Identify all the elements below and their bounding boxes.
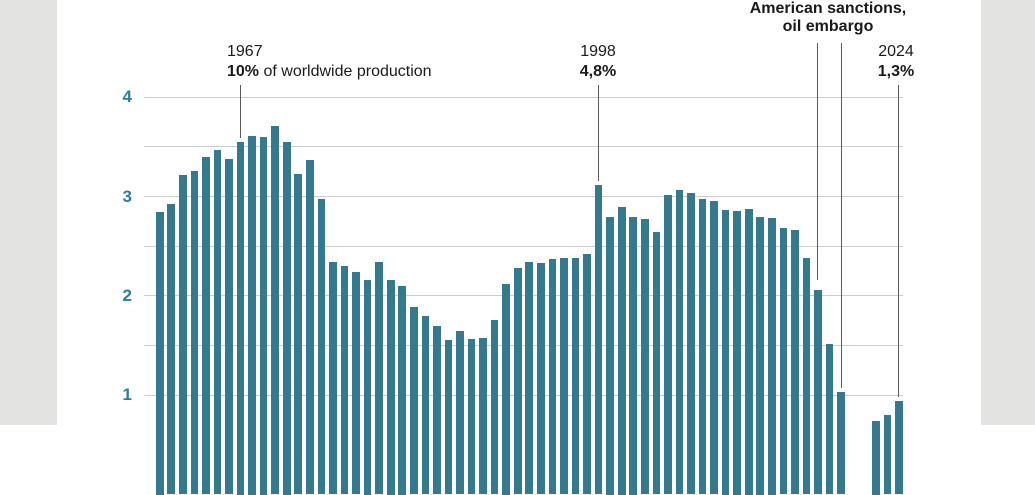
annotation-2024-pointer-line: [898, 85, 899, 397]
y-axis-label-3: 3: [122, 186, 132, 206]
y-axis-label-2: 2: [122, 285, 132, 305]
bar-1960: [155, 211, 164, 495]
bar-2023: [883, 415, 892, 495]
bar-1970: [271, 126, 280, 495]
bar-1968: [248, 136, 256, 495]
annotation-2024-year: 2024: [878, 43, 914, 60]
annotation-1967: 1967 10% of worldwide production: [227, 42, 432, 82]
bar-2009: [721, 209, 730, 495]
bar-1969: [259, 137, 268, 495]
annotation-1967-pointer-line: [240, 85, 241, 138]
bar-1983: [421, 315, 430, 495]
bar-2006: [687, 192, 695, 495]
annotation-2024-value: 1,3%: [877, 63, 915, 80]
annotation-1998-value: 4,8%: [579, 63, 617, 80]
annotation-1998-pointer-line: [598, 85, 599, 181]
annotation-1967-value: 10% of worldwide production: [227, 63, 432, 80]
gridline-1.5: [144, 345, 903, 347]
bar-1962: [178, 174, 187, 495]
y-axis-label-1: 1: [122, 385, 132, 405]
bar-1978: [363, 280, 372, 495]
bar-2002: [640, 219, 649, 495]
gridline-3.5: [144, 146, 903, 148]
bar-2014: [779, 228, 788, 495]
bar-1980: [386, 280, 395, 495]
annotation-sanctions: American sanctions, oil embargo: [708, 0, 948, 36]
bar-1990: [502, 284, 511, 495]
annotation-sanctions-pointer-line-2017: [817, 43, 818, 280]
bar-1974: [317, 198, 326, 495]
bar-1987: [467, 338, 476, 495]
right-margin-band: [981, 0, 1035, 425]
bar-2001: [629, 216, 638, 495]
bar-1992: [525, 262, 534, 495]
bar-2015: [791, 230, 799, 495]
bar-1985: [444, 339, 453, 495]
bar-1993: [537, 263, 545, 495]
bar-1965: [213, 149, 222, 495]
bar-2005: [675, 189, 684, 495]
bar-2019: [837, 392, 845, 495]
bar-2011: [744, 208, 753, 495]
bar-1982: [409, 306, 418, 495]
bar-1975: [329, 262, 337, 495]
bar-1966: [225, 158, 233, 495]
annotation-sanctions-line1: American sanctions,: [749, 0, 907, 17]
bar-2013: [768, 217, 776, 495]
annotation-1967-year: 1967: [227, 43, 263, 60]
bar-2007: [698, 198, 707, 495]
annotation-1998: 1998 4,8%: [478, 42, 718, 82]
bar-2024: [895, 401, 903, 495]
bar-1996: [571, 258, 580, 495]
bar-2004: [664, 194, 672, 495]
bar-1986: [456, 330, 464, 495]
bar-2008: [710, 200, 718, 495]
bar-1989: [490, 319, 499, 495]
bar-2010: [733, 210, 742, 495]
bar-1995: [560, 258, 568, 495]
bar-1963: [190, 170, 199, 495]
left-margin-band: [0, 0, 57, 425]
gridline-3: [144, 196, 903, 198]
bar-1973: [306, 159, 314, 495]
gridline-4: [144, 96, 903, 98]
annotation-1998-year: 1998: [580, 43, 616, 60]
gridline-2: [144, 295, 903, 297]
bar-2000: [617, 206, 626, 495]
bar-1999: [606, 216, 614, 495]
annotation-sanctions-pointer-line-2019: [841, 43, 842, 388]
bar-1976: [340, 266, 349, 495]
bar-2018: [825, 343, 834, 495]
bar-1998: [594, 184, 603, 495]
annotation-sanctions-line2: oil embargo: [782, 18, 874, 35]
bar-2017: [814, 289, 822, 495]
bar-2003: [652, 232, 661, 495]
bar-2012: [756, 216, 765, 495]
bar-1981: [398, 286, 407, 495]
bar-1972: [294, 173, 303, 495]
y-axis-label-4: 4: [122, 87, 132, 107]
bar-1994: [548, 259, 557, 495]
bar-1991: [513, 268, 522, 495]
bar-1961: [167, 203, 176, 495]
bar-1984: [433, 325, 441, 495]
bar-2016: [802, 258, 811, 495]
bar-1977: [352, 272, 360, 495]
annotation-2024: 2024 1,3%: [776, 42, 1016, 82]
gridline-2.5: [144, 245, 903, 247]
bar-2022: [871, 421, 880, 495]
bar-1964: [202, 156, 210, 495]
bar-1971: [282, 142, 291, 495]
bar-1979: [375, 262, 383, 495]
bar-1967: [236, 142, 245, 495]
bar-1997: [583, 254, 591, 495]
bar-1988: [479, 337, 487, 495]
gridline-1: [144, 394, 903, 396]
